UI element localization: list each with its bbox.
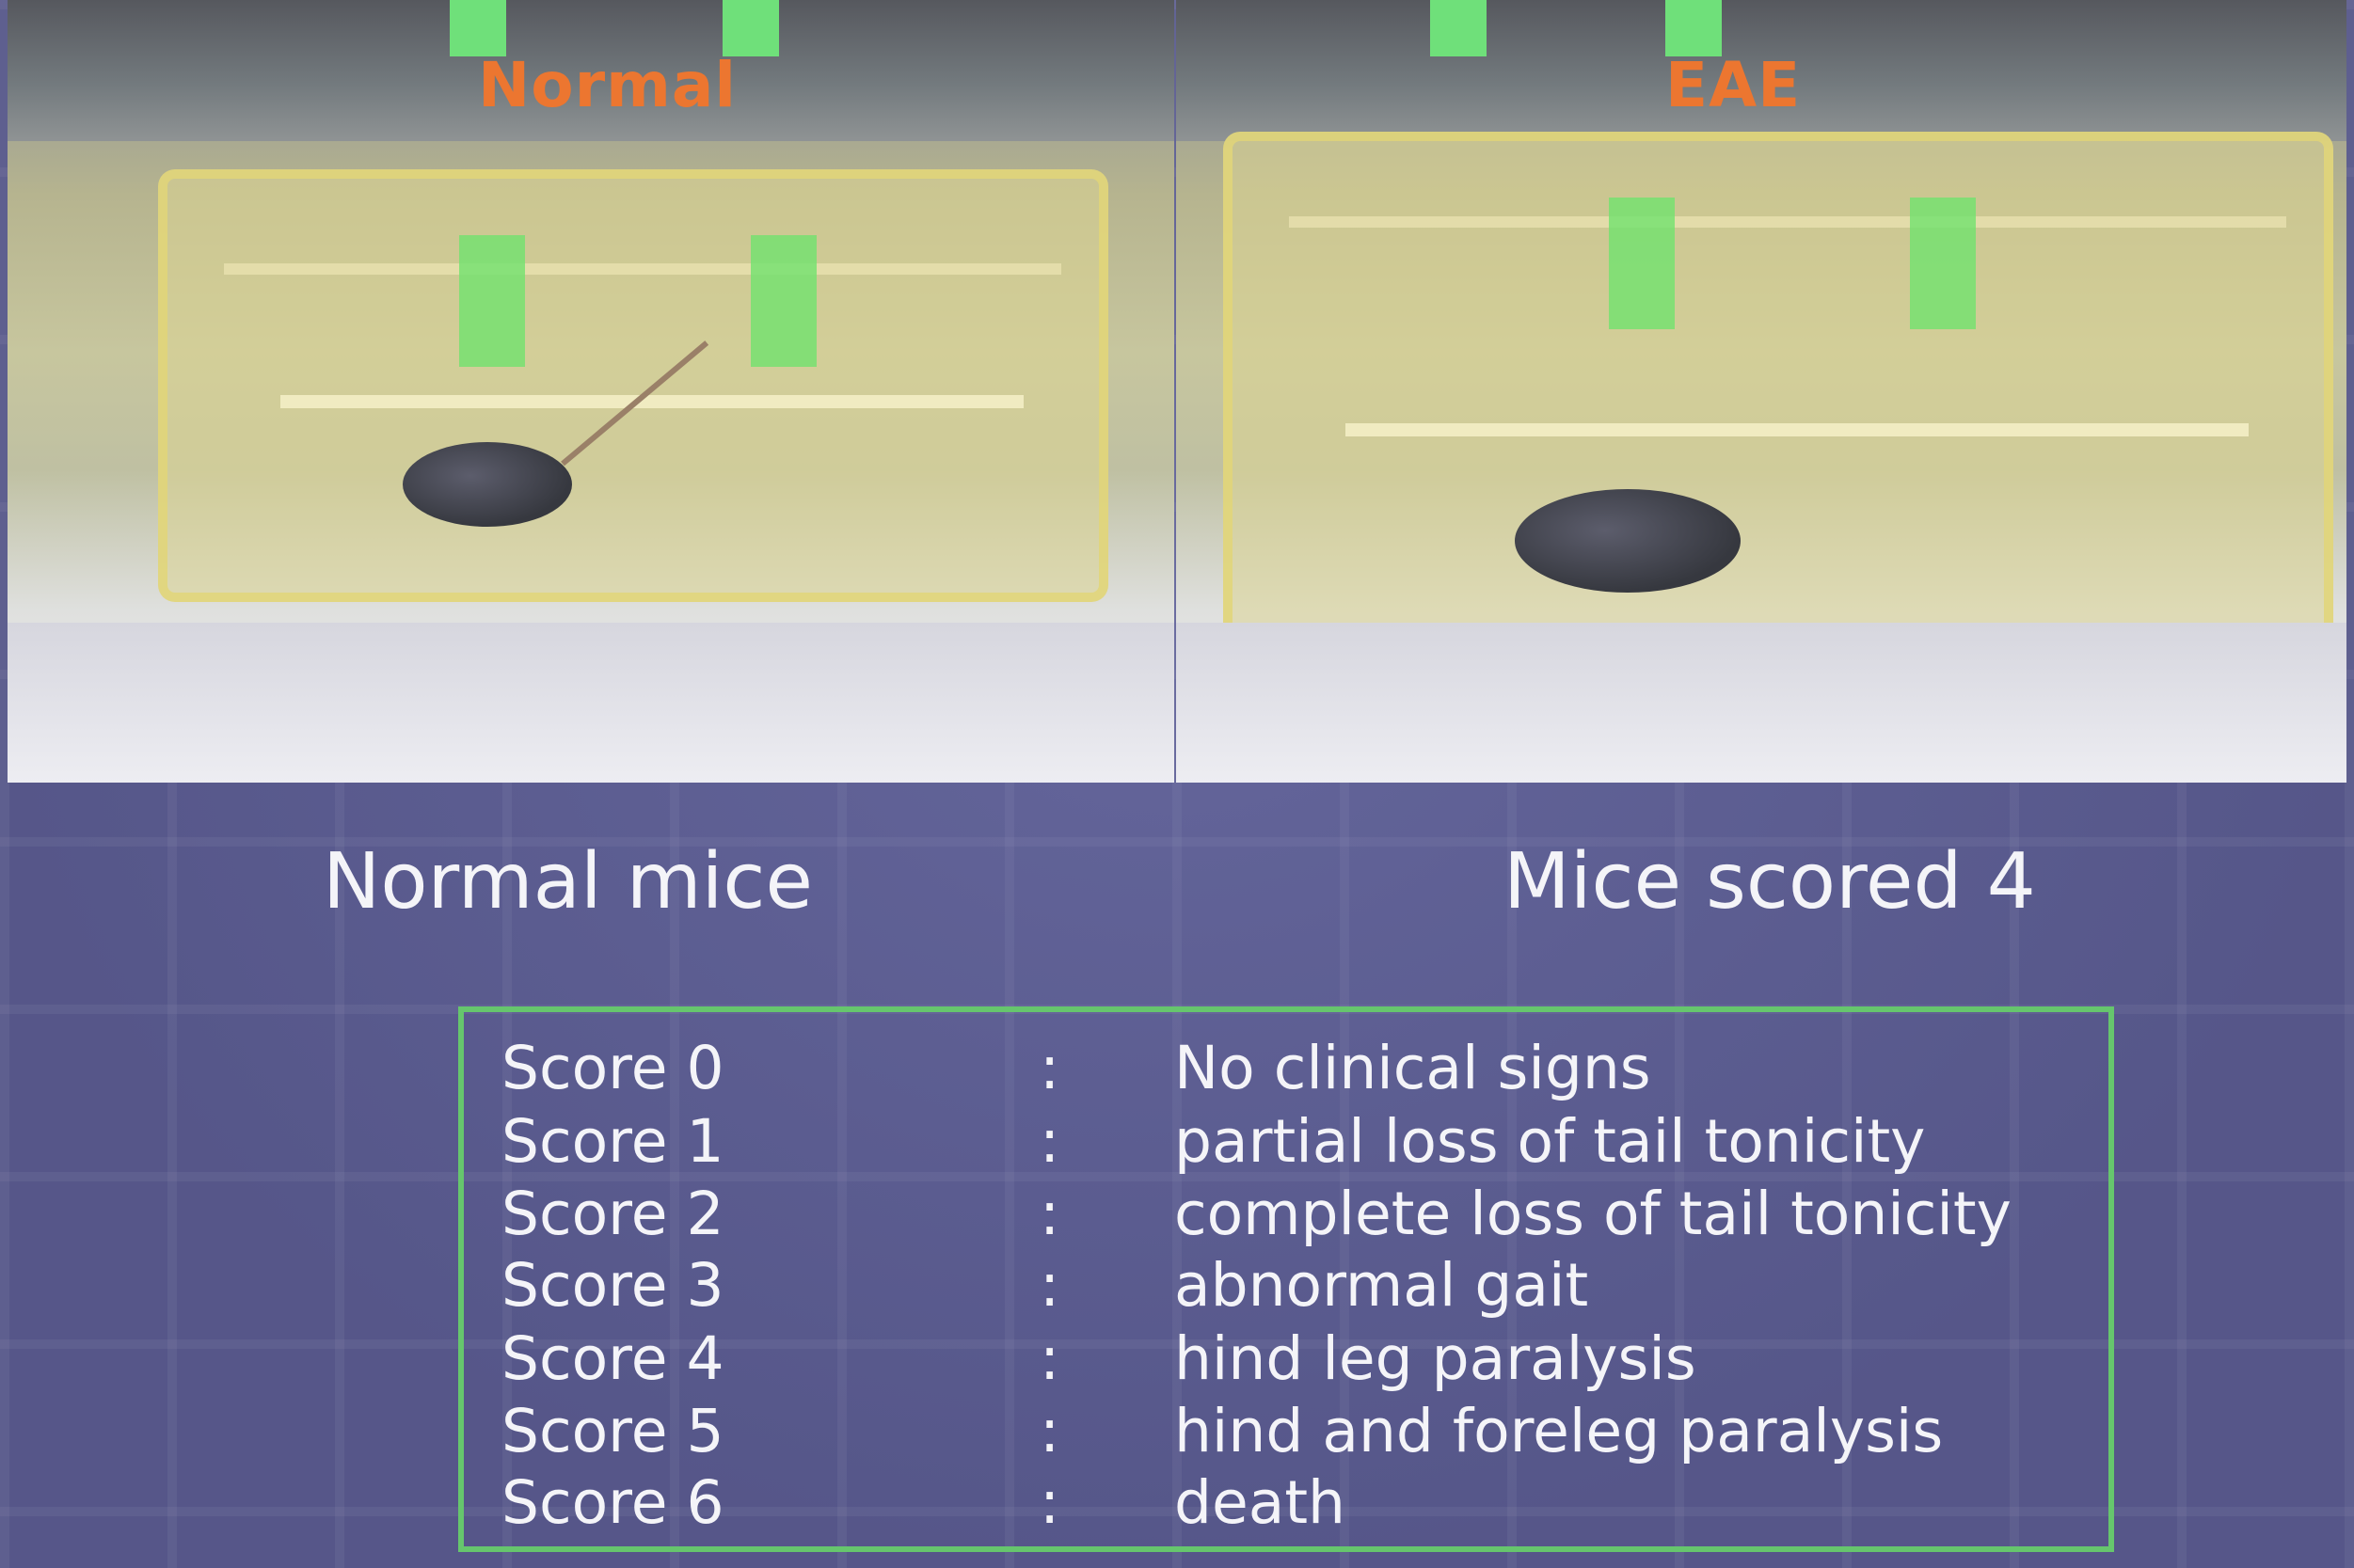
cage-rim bbox=[280, 395, 1024, 408]
cage-rim bbox=[224, 263, 1061, 275]
score-row: Score 4 : hind leg paralysis bbox=[464, 1324, 2108, 1396]
score-description: death bbox=[1174, 1468, 1345, 1537]
score-row: Score 1 : partial loss of tail tonicity bbox=[464, 1107, 2108, 1179]
score-row: Score 0 : No clinical signs bbox=[464, 1034, 2108, 1105]
mouse-cage bbox=[158, 169, 1108, 602]
normal-mouse-photo: Normal bbox=[8, 0, 1174, 783]
score-description: abnormal gait bbox=[1174, 1251, 1588, 1320]
score-label: Score 6 bbox=[501, 1468, 724, 1537]
score-description: partial loss of tail tonicity bbox=[1174, 1107, 1925, 1176]
score-separator: : bbox=[1040, 1324, 1059, 1393]
score-separator: : bbox=[1040, 1397, 1059, 1465]
normal-mice-caption: Normal mice bbox=[323, 837, 813, 927]
clinical-score-legend: Score 0 : No clinical signs Score 1 : pa… bbox=[458, 1006, 2114, 1552]
score-label: Score 3 bbox=[501, 1251, 724, 1320]
score-description: hind and foreleg paralysis bbox=[1174, 1397, 1943, 1465]
score-description: No clinical signs bbox=[1174, 1034, 1651, 1102]
cage-green-reflection bbox=[1609, 198, 1675, 329]
score-label: Score 1 bbox=[501, 1107, 724, 1176]
normal-mouse bbox=[403, 442, 572, 527]
score-row: Score 6 : death bbox=[464, 1468, 2108, 1540]
normal-label: Normal bbox=[478, 49, 737, 121]
score-separator: : bbox=[1040, 1034, 1059, 1102]
score-description: complete loss of tail tonicity bbox=[1174, 1180, 2012, 1248]
scored-mice-caption: Mice scored 4 bbox=[1503, 837, 2036, 927]
score-label: Score 2 bbox=[501, 1180, 724, 1248]
cage-green-reflection bbox=[1910, 198, 1976, 329]
shelf-green-tag bbox=[450, 0, 506, 56]
cage-green-reflection bbox=[459, 235, 525, 367]
score-separator: : bbox=[1040, 1180, 1059, 1248]
eae-mouse-photo: EAE bbox=[1176, 0, 2346, 783]
lab-bench bbox=[1176, 623, 2346, 783]
score-label: Score 0 bbox=[501, 1034, 724, 1102]
shelf-green-tag bbox=[1665, 0, 1722, 56]
cage-rim bbox=[1345, 423, 2249, 436]
eae-label: EAE bbox=[1665, 49, 1801, 121]
score-description: hind leg paralysis bbox=[1174, 1324, 1696, 1393]
score-row: Score 5 : hind and foreleg paralysis bbox=[464, 1397, 2108, 1468]
shelf-green-tag bbox=[723, 0, 779, 56]
eae-mouse bbox=[1515, 489, 1741, 593]
score-separator: : bbox=[1040, 1251, 1059, 1320]
lab-bench bbox=[8, 623, 1174, 783]
cage-green-reflection bbox=[751, 235, 817, 367]
score-separator: : bbox=[1040, 1107, 1059, 1176]
mouse-cage bbox=[1223, 132, 2333, 640]
score-row: Score 3 : abnormal gait bbox=[464, 1251, 2108, 1323]
score-label: Score 4 bbox=[501, 1324, 724, 1393]
score-row: Score 2 : complete loss of tail tonicity bbox=[464, 1180, 2108, 1251]
score-label: Score 5 bbox=[501, 1397, 724, 1465]
cage-rim bbox=[1289, 216, 2286, 228]
shelf-green-tag bbox=[1430, 0, 1487, 56]
score-separator: : bbox=[1040, 1468, 1059, 1537]
